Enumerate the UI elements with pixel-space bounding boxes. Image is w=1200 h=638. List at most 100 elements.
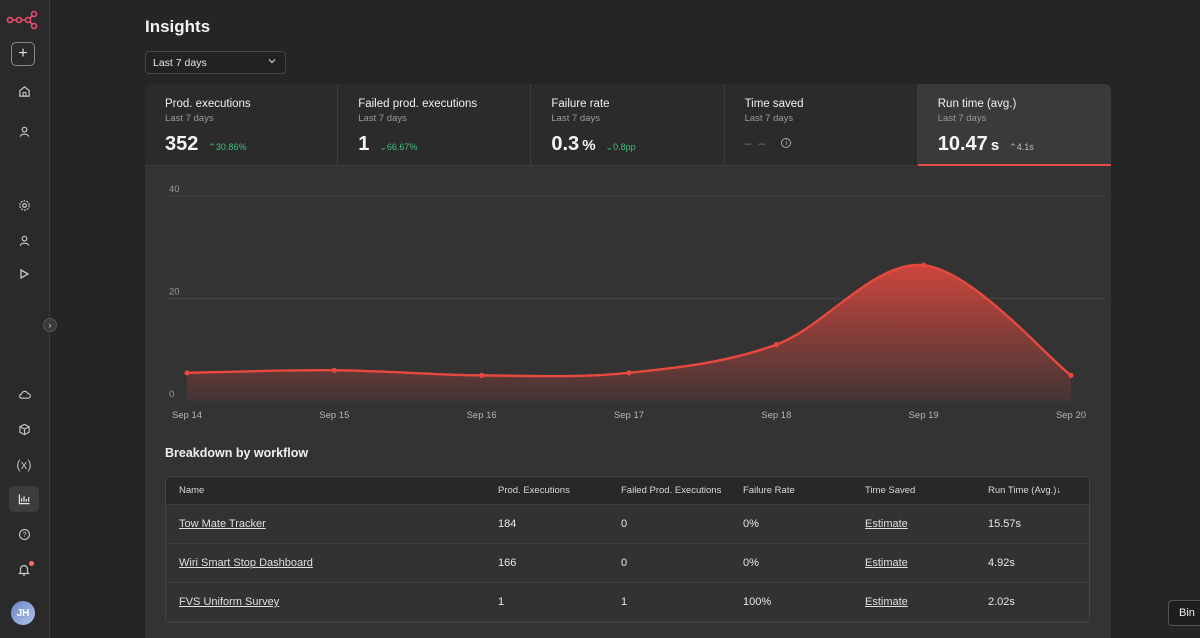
breakdown-title: Breakdown by workflow [165,446,309,460]
tooltip: Bin [1168,600,1200,626]
metric-subtitle: Last 7 days [551,113,600,124]
trend-up-icon: ⌃ [1009,142,1017,152]
x-tick-label: Sep 15 [319,410,349,421]
x-tick-label: Sep 18 [761,410,791,421]
col-name[interactable]: Name [179,485,205,496]
chart-svg: 0 20 40 Sep 14 Sep 15 Sep 16 Sep 17 Sep 18 Sep 1… [167,184,1105,421]
estimate-link[interactable]: Estimate [865,596,908,608]
trend-down-icon: ⌄ [379,142,387,152]
help-icon[interactable]: ? [9,521,39,547]
x-tick-label: Sep 17 [614,410,644,421]
col-failed-prod-executions[interactable]: Failed Prod. Executions [621,485,722,496]
metric-value: 10.47 s [937,133,1000,155]
metric-value: 352 [165,133,199,155]
workflow-link[interactable]: FVS Uniform Survey [179,596,280,608]
data-point[interactable] [921,262,927,268]
col-time-saved[interactable]: Time Saved [865,485,916,496]
n8n-logo-icon[interactable] [6,10,38,35]
cell-run-time: 2.02s [988,596,1015,608]
metric-delta: ⌃4.1s [1009,142,1034,152]
trend-up-icon: ⌃ [208,142,216,152]
metric-title: Failure rate [551,98,610,110]
metric-subtitle: Last 7 days [744,113,794,124]
notification-dot [29,561,34,566]
workflow-link[interactable]: Tow Mate Tracker [179,518,266,530]
workflow-link[interactable]: Wiri Smart Stop Dashboard [179,557,313,569]
package-icon[interactable] [9,416,39,442]
col-prod-executions[interactable]: Prod. Executions [498,485,570,496]
data-point[interactable] [626,370,632,376]
svg-text:?: ? [22,530,26,539]
cell-prod-executions: 1 [498,596,505,608]
x-tick-label: Sep 14 [172,410,202,421]
user-management-icon[interactable] [9,227,39,253]
cell-failure-rate: 0% [743,518,759,530]
metric-subtitle: Last 7 days [165,113,214,124]
table-row: Wiri Smart Stop Dashboard 166 0 0% Estim… [166,544,1089,583]
collapse-sidebar-button[interactable]: › [43,318,57,332]
metric-run-time[interactable]: Run time (avg.) Last 7 days 10.47 s ⌃4.1s [917,84,1111,166]
x-tick-label: Sep 19 [909,410,939,421]
x-tick-label: Sep 16 [467,410,497,421]
cell-failed: 1 [621,596,628,608]
data-point[interactable] [1068,372,1074,378]
metric-value: 0.3% [551,133,596,155]
y-tick-label: 20 [169,287,180,298]
avatar[interactable]: JH [11,601,35,625]
add-button[interactable]: + [11,42,35,66]
y-tick-label: 40 [169,184,180,195]
cell-failure-rate: 100% [743,596,772,608]
user-icon[interactable] [9,118,39,144]
metric-subtitle: Last 7 days [937,113,987,124]
cell-run-time: 4.92s [988,557,1015,569]
estimate-link[interactable]: Estimate [865,518,908,530]
estimate-link[interactable]: Estimate [865,557,908,569]
data-point[interactable] [479,372,485,378]
cell-prod-executions: 184 [498,518,517,530]
metric-subtitle: Last 7 days [358,113,407,124]
page-title: Insights [145,17,211,36]
data-point[interactable] [184,370,190,376]
cell-prod-executions: 166 [498,557,517,569]
cell-run-time: 15.57s [988,518,1022,530]
insights-panel: Prod. executions Last 7 days 352 ⌃30.86%… [145,84,1111,638]
table-header: Name Prod. Executions Failed Prod. Execu… [166,477,1089,505]
cell-failed: 0 [621,557,628,569]
table-row: FVS Uniform Survey 1 1 100% Estimate 2.0… [166,583,1089,622]
runtime-chart: 0 20 40 Sep 14 Sep 15 Sep 16 Sep 17 Sep 18 Sep 1… [145,166,1111,431]
metric-failed-prod-executions[interactable]: Failed prod. executions Last 7 days 1 ⌄6… [338,84,532,166]
metric-delta: ⌃30.86% [208,142,247,152]
date-range-select[interactable]: Last 7 days [145,51,286,74]
settings-icon[interactable] [9,192,39,218]
cloud-icon[interactable] [9,381,39,407]
variables-icon[interactable]: (x) [16,456,32,472]
table-row: Tow Mate Tracker 184 0 0% Estimate 15.57… [166,505,1089,544]
col-run-time[interactable]: Run Time (Avg.)↓ [988,485,1062,496]
info-icon[interactable]: i [781,138,792,148]
metric-time-saved[interactable]: Time saved Last 7 days – – i [724,84,918,166]
insights-icon[interactable] [9,486,39,512]
metric-title: Run time (avg.) [937,98,1017,110]
metric-delta: ⌄0.8pp [605,142,636,152]
workflow-table: Name Prod. Executions Failed Prod. Execu… [165,476,1090,623]
data-point[interactable] [331,367,337,373]
trend-down-icon: ⌄ [605,142,614,152]
date-range-value: Last 7 days [153,57,207,69]
chevron-down-icon [267,56,277,69]
metric-prod-executions[interactable]: Prod. executions Last 7 days 352 ⌃30.86% [145,84,339,166]
metric-delta: ⌄66.67% [379,142,418,152]
home-icon[interactable] [9,78,39,104]
data-point[interactable] [773,342,779,348]
series-area [187,264,1071,401]
metric-value: 1 [358,133,370,155]
cell-failed: 0 [621,518,628,530]
play-icon[interactable] [9,261,39,287]
bell-icon[interactable] [9,556,39,582]
metric-cards: Prod. executions Last 7 days 352 ⌃30.86%… [145,84,1111,166]
col-failure-rate[interactable]: Failure Rate [743,485,795,496]
x-tick-label: Sep 20 [1056,410,1086,421]
metric-failure-rate[interactable]: Failure rate Last 7 days 0.3% ⌄0.8pp [531,84,725,166]
metric-title: Prod. executions [165,98,251,110]
metric-title: Failed prod. executions [358,98,478,110]
